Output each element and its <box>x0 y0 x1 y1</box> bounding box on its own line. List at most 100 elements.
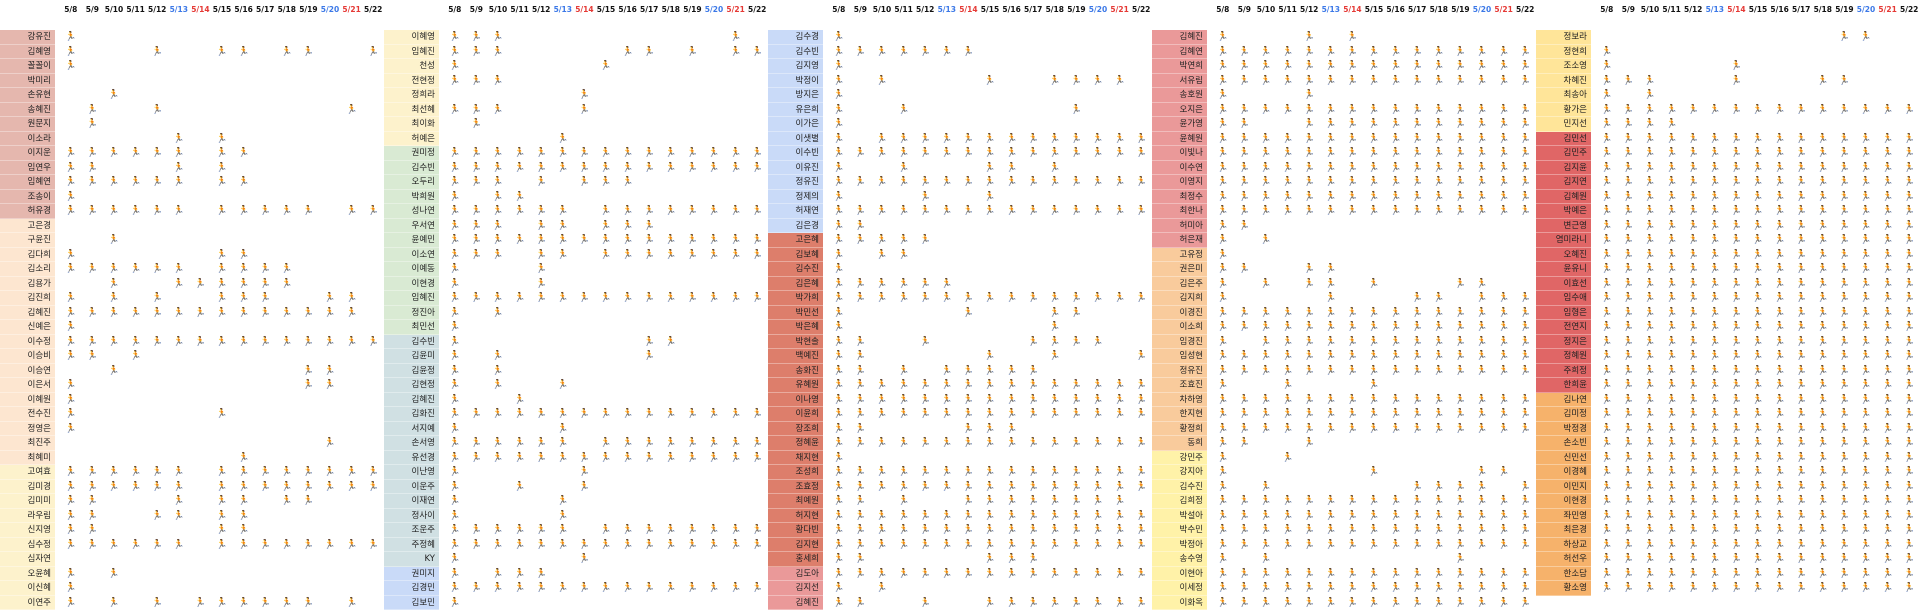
member-name: 허재연 <box>768 204 823 219</box>
attendance-mark: 🏃 <box>574 161 596 176</box>
attendance-mark: 🏃 <box>1618 581 1640 596</box>
attendance-mark: 🏃 <box>850 291 872 306</box>
attendance-mark: 🏃 <box>1596 277 1618 292</box>
attendance-mark: 🏃 <box>936 204 958 219</box>
attendance-mark: 🏃 <box>1514 581 1536 596</box>
attendance-mark: 🏃 <box>1428 349 1450 364</box>
attendance-mark: 🏃 <box>1493 509 1515 524</box>
attendance-mark: 🏃 <box>1406 538 1428 553</box>
member-name: 조소영 <box>1536 59 1591 74</box>
attendance-mark: 🏃 <box>1834 480 1856 495</box>
attendance-mark: 🏃 <box>82 146 104 161</box>
attendance-mark: 🏃 <box>1277 175 1299 190</box>
attendance-mark: 🏃 <box>1385 422 1407 437</box>
attendance-mark: 🏃 <box>1406 523 1428 538</box>
attendance-mark: 🏃 <box>1877 567 1899 582</box>
attendance-mark: 🏃 <box>1471 45 1493 60</box>
attendance-mark: 🏃 <box>1342 117 1364 132</box>
attendance-mark: 🏃 <box>1661 552 1683 567</box>
attendance-mark: 🏃 <box>1471 103 1493 118</box>
attendance-mark: 🏃 <box>617 581 639 596</box>
attendance-mark: 🏃 <box>1747 248 1769 263</box>
attendance-mark: 🏃 <box>509 451 531 466</box>
attendance-mark: 🏃 <box>1022 291 1044 306</box>
member-name: 원문지 <box>0 117 55 132</box>
attendance-mark: 🏃 <box>1704 161 1726 176</box>
attendance-mark: 🏃 <box>1898 262 1920 277</box>
attendance-mark: 🏃 <box>828 59 850 74</box>
date-header: 5/19 <box>1834 0 1856 20</box>
attendance-mark: 🏃 <box>1087 175 1109 190</box>
attendance-mark: 🏃 <box>552 494 574 509</box>
attendance-mark: 🏃 <box>746 291 768 306</box>
attendance-mark: 🏃 <box>1661 349 1683 364</box>
attendance-mark: 🏃 <box>1769 393 1791 408</box>
attendance-mark: 🏃 <box>1812 291 1834 306</box>
attendance-mark: 🏃 <box>1726 219 1748 234</box>
attendance-mark: 🏃 <box>1385 59 1407 74</box>
attendance-mark: 🏃 <box>82 335 104 350</box>
attendance-mark: 🏃 <box>125 349 147 364</box>
attendance-mark: 🏃 <box>979 364 1001 379</box>
attendance-mark: 🏃 <box>1087 204 1109 219</box>
member-name: 오윤혜 <box>0 567 55 582</box>
member-name: 박정아 <box>1152 538 1207 553</box>
attendance-mark: 🏃 <box>1855 538 1877 553</box>
date-header: 5/18 <box>1812 0 1834 20</box>
attendance-mark: 🏃 <box>1747 552 1769 567</box>
attendance-mark: 🏃 <box>1834 378 1856 393</box>
date-header: 5/9 <box>82 0 104 20</box>
attendance-mark: 🏃 <box>1618 291 1640 306</box>
attendance-mark: 🏃 <box>487 436 509 451</box>
attendance-mark: 🏃 <box>1471 349 1493 364</box>
attendance-mark: 🏃 <box>1726 74 1748 89</box>
attendance-mark: 🏃 <box>1450 494 1472 509</box>
member-name: 허선우 <box>1536 552 1591 567</box>
attendance-mark: 🏃 <box>660 538 682 553</box>
member-name: 유은희 <box>768 103 823 118</box>
attendance-mark: 🏃 <box>319 538 341 553</box>
attendance-mark: 🏃 <box>1855 349 1877 364</box>
attendance-mark: 🏃 <box>1747 219 1769 234</box>
attendance-mark: 🏃 <box>1363 117 1385 132</box>
attendance-mark: 🏃 <box>82 349 104 364</box>
attendance-mark: 🏃 <box>1704 103 1726 118</box>
attendance-mark: 🏃 <box>871 146 893 161</box>
attendance-mark: 🏃 <box>125 306 147 321</box>
attendance-mark: 🏃 <box>1385 364 1407 379</box>
attendance-mark: 🏃 <box>103 465 125 480</box>
attendance-mark: 🏃 <box>1704 494 1726 509</box>
attendance-mark: 🏃 <box>1471 175 1493 190</box>
attendance-mark: 🏃 <box>146 509 168 524</box>
attendance-mark: 🏃 <box>725 30 747 45</box>
attendance-mark: 🏃 <box>444 320 466 335</box>
attendance-mark: 🏃 <box>914 509 936 524</box>
attendance-mark: 🏃 <box>1790 349 1812 364</box>
attendance-mark: 🏃 <box>1493 190 1515 205</box>
attendance-mark: 🏃 <box>1682 378 1704 393</box>
attendance-mark: 🏃 <box>1255 349 1277 364</box>
attendance-mark: 🏃 <box>1234 436 1256 451</box>
attendance-mark: 🏃 <box>276 306 298 321</box>
attendance-mark: 🏃 <box>1212 161 1234 176</box>
attendance-mark: 🏃 <box>1726 552 1748 567</box>
attendance-mark: 🏃 <box>1130 146 1152 161</box>
attendance-mark: 🏃 <box>1769 451 1791 466</box>
attendance-mark: 🏃 <box>1212 451 1234 466</box>
member-name: 조송이 <box>0 190 55 205</box>
attendance-mark: 🏃 <box>1877 175 1899 190</box>
attendance-mark: 🏃 <box>1450 407 1472 422</box>
attendance-mark: 🏃 <box>1639 190 1661 205</box>
member-name: 박정경 <box>1536 422 1591 437</box>
attendance-mark: 🏃 <box>1661 175 1683 190</box>
attendance-mark: 🏃 <box>466 175 488 190</box>
attendance-mark: 🏃 <box>1298 422 1320 437</box>
attendance-mark: 🏃 <box>1493 538 1515 553</box>
attendance-mark: 🏃 <box>725 233 747 248</box>
member-name: 이현경 <box>384 277 439 292</box>
attendance-mark: 🏃 <box>60 262 82 277</box>
attendance-mark: 🏃 <box>1298 320 1320 335</box>
attendance-mark: 🏃 <box>871 581 893 596</box>
attendance-mark: 🏃 <box>1471 59 1493 74</box>
attendance-mark: 🏃 <box>1130 480 1152 495</box>
